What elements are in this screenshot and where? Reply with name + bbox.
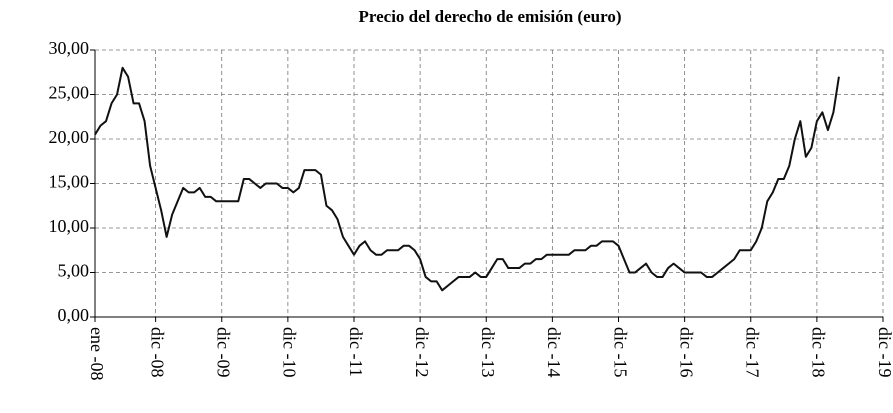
x-tick-label: dic -19: [875, 327, 893, 377]
x-tick-label: dic -12: [412, 327, 432, 377]
price-line: [94, 66, 840, 292]
x-tick-label: ene -08: [87, 327, 107, 380]
y-tick-label: 25,00: [49, 83, 90, 103]
x-tick-label: dic -10: [280, 327, 300, 377]
x-tick-label: dic -16: [676, 327, 696, 377]
x-tick-label: dic -14: [544, 327, 564, 377]
x-tick-label: dic -17: [743, 327, 763, 377]
x-tick-label: dic -15: [610, 327, 630, 377]
x-tick-label: dic -18: [809, 327, 829, 377]
y-tick-label: 0,00: [58, 305, 90, 325]
y-tick-label: 15,00: [49, 172, 90, 192]
x-tick-label: dic -13: [478, 327, 498, 377]
chart-title: Precio del derecho de emisión (euro): [359, 7, 622, 26]
x-tick-label: dic -08: [147, 327, 167, 377]
x-tick-label: dic -09: [214, 327, 234, 377]
x-tick-label: dic -11: [346, 327, 366, 377]
y-tick-label: 5,00: [58, 261, 90, 281]
y-tick-label: 20,00: [49, 127, 90, 147]
y-tick-label: 10,00: [49, 216, 90, 236]
y-tick-label: 30,00: [49, 38, 90, 58]
